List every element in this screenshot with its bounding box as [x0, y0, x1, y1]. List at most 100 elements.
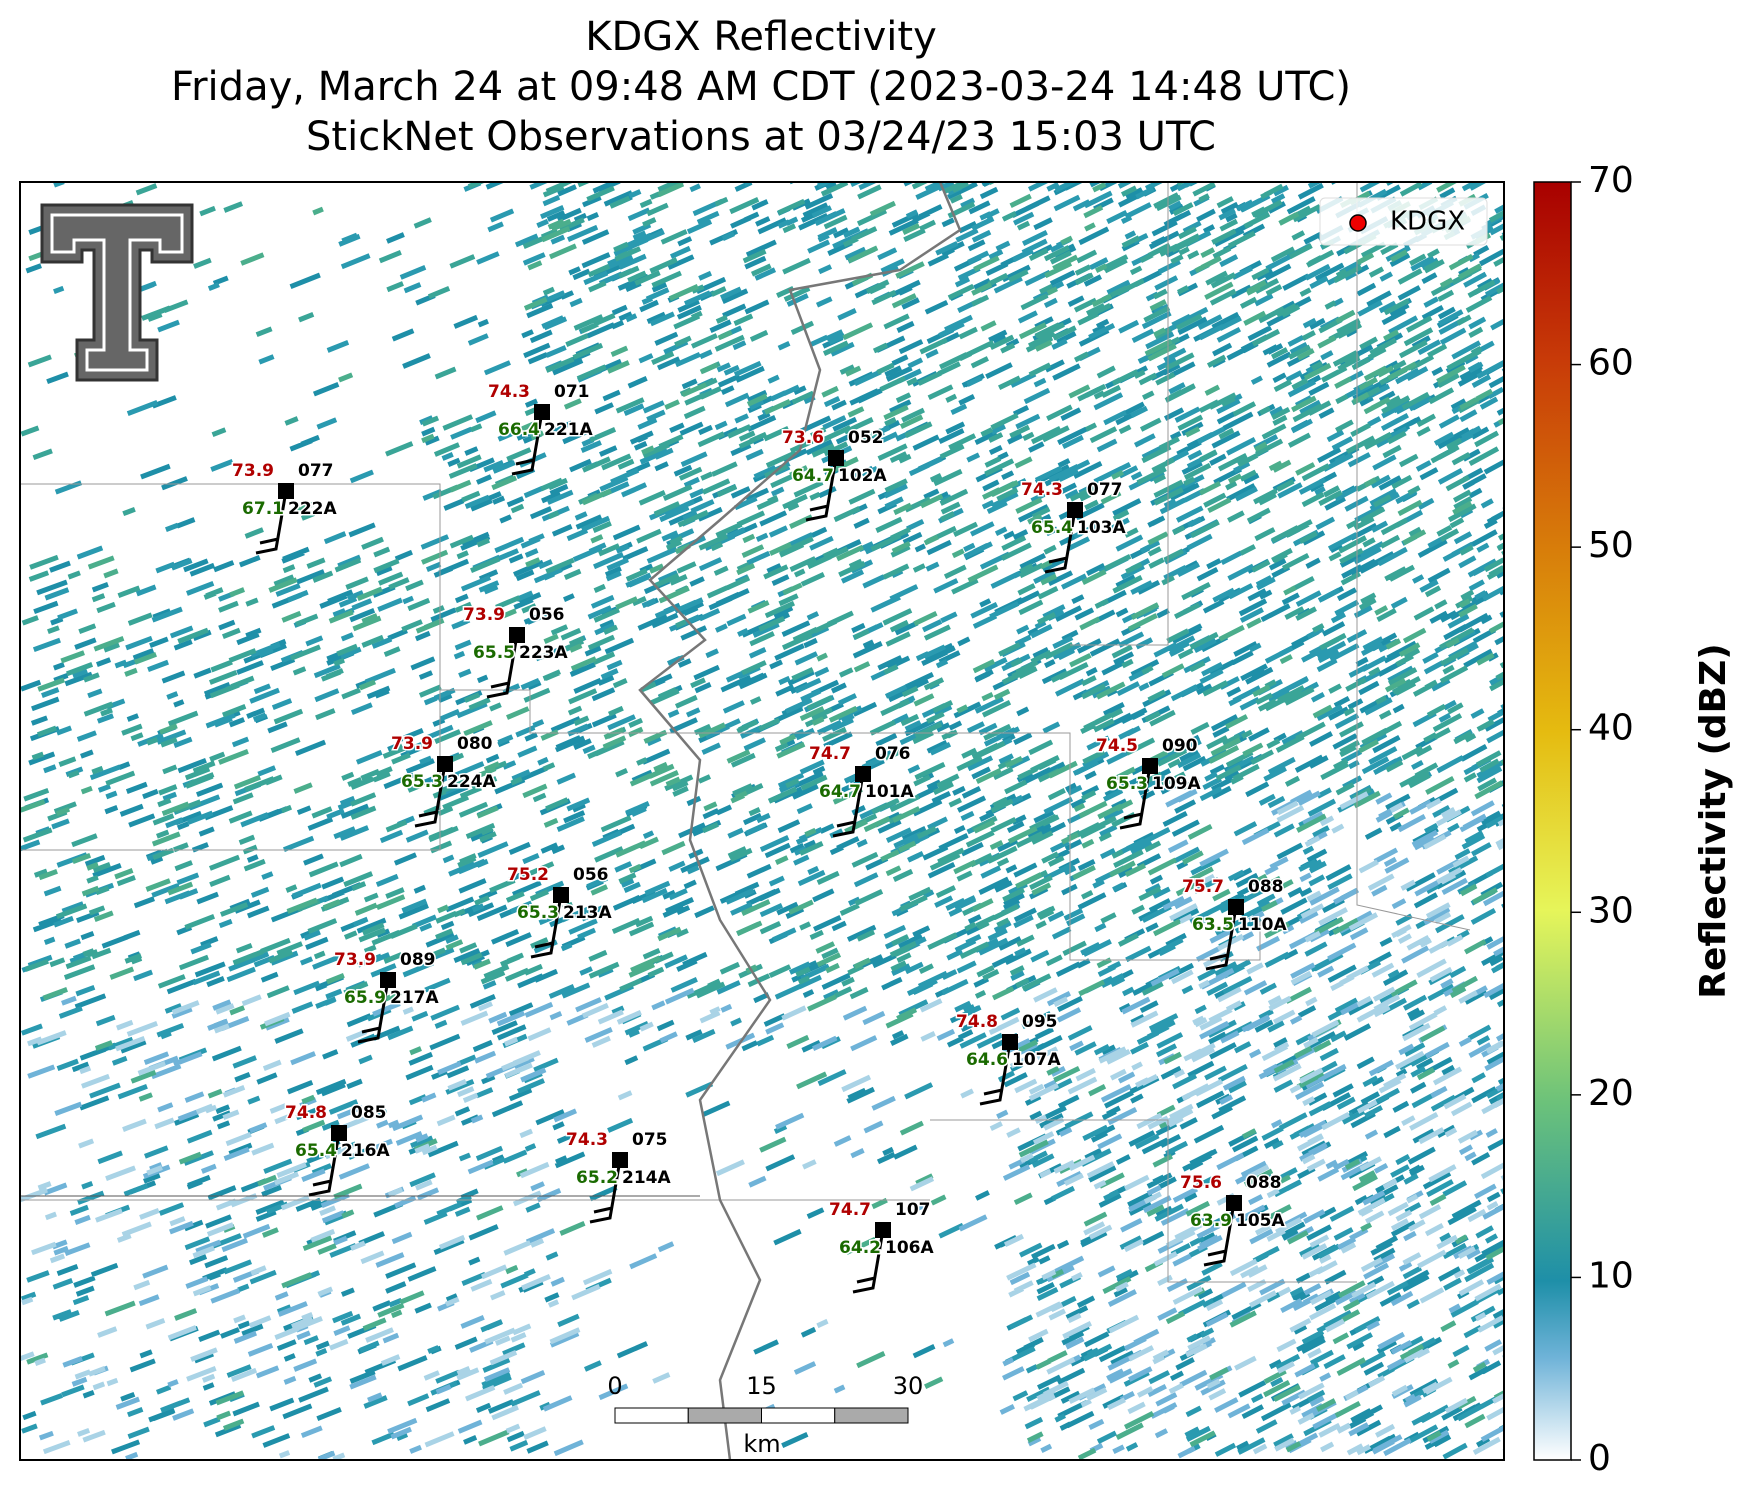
station-value: 088: [1248, 877, 1284, 897]
wind-barb: [1205, 906, 1238, 971]
station-id: 214A: [622, 1168, 671, 1188]
temperature: 73.9: [232, 461, 274, 481]
colorbar-tick-label: 0: [1588, 1438, 1611, 1479]
ttu-logo: [40, 203, 194, 382]
county-line: [1356, 182, 1471, 931]
station-id: 221A: [544, 420, 593, 440]
county-line: [20, 483, 441, 851]
colorbar-tick-label: 30: [1588, 890, 1634, 931]
wind-barb: [852, 1229, 885, 1294]
wind-barb: [511, 411, 544, 476]
station-value: 056: [529, 605, 565, 625]
colorbar-label: Reflectivity (dBZ): [1693, 643, 1734, 998]
county-line: [1070, 182, 1169, 646]
dewpoint: 65.3: [1106, 774, 1148, 794]
wind-barb: [486, 634, 519, 699]
scale-bar-label: 15: [746, 1372, 777, 1400]
map-area: [20, 182, 1504, 1460]
colorbar-tick-label: 50: [1588, 525, 1634, 566]
station-marker: [1067, 502, 1083, 518]
dewpoint: 65.5: [473, 643, 515, 663]
radar-echo: [20, 791, 1504, 1460]
wind-barb: [308, 1132, 341, 1197]
dewpoint: 65.3: [401, 772, 443, 792]
station-marker: [278, 483, 294, 499]
dewpoint: 65.2: [576, 1168, 618, 1188]
colorbar-tick-label: 20: [1588, 1073, 1634, 1114]
station-marker: [1142, 758, 1158, 774]
dewpoint: 64.6: [966, 1050, 1008, 1070]
temperature: 74.8: [285, 1103, 327, 1123]
temperature: 74.8: [956, 1012, 998, 1032]
map-frame: [19, 181, 1505, 1461]
station-value: 077: [298, 461, 334, 481]
wind-barb: [414, 763, 447, 828]
scale-bar-label: 0: [607, 1372, 622, 1400]
station: 75.7 088 63.5 110A: [1181, 876, 1289, 971]
station-id: 103A: [1077, 518, 1126, 538]
station-marker: [509, 627, 525, 643]
wind-barb: [1044, 509, 1077, 574]
temperature: 74.7: [809, 744, 851, 764]
temperature: 74.5: [1096, 736, 1138, 756]
dewpoint: 63.9: [1190, 1211, 1232, 1231]
station-value: 107: [895, 1200, 931, 1220]
temperature: 74.7: [829, 1200, 871, 1220]
station: 74.7 076 64.7 101A: [808, 743, 916, 838]
station-value: 095: [1022, 1012, 1058, 1032]
dewpoint: 64.7: [819, 782, 861, 802]
station: 74.5 090 65.3 109A: [1095, 735, 1203, 830]
station-id: 109A: [1152, 774, 1201, 794]
dewpoint: 64.2: [839, 1238, 881, 1258]
temperature: 74.3: [566, 1130, 608, 1150]
legend-marker: [1349, 214, 1367, 232]
station-value: 085: [351, 1103, 387, 1123]
station: 74.3 075 65.2 214A: [565, 1129, 673, 1224]
station-marker: [855, 766, 871, 782]
dewpoint: 65.4: [295, 1141, 337, 1161]
wind-barb: [530, 894, 563, 959]
scale-bar-unit: km: [743, 1430, 780, 1458]
dewpoint: 63.5: [1192, 915, 1234, 935]
station-id: 102A: [838, 466, 887, 486]
station: 74.8 085 65.4 216A: [284, 1102, 392, 1197]
station: 73.9 089 65.9 217A: [333, 949, 441, 1044]
legend-label: KDGX: [1390, 207, 1465, 237]
wind-barb: [979, 1041, 1012, 1106]
subtitle: Friday, March 24 at 09:48 AM CDT (2023-0…: [171, 64, 1351, 110]
radar-echo: [20, 182, 1504, 1460]
station-value: 077: [1087, 480, 1123, 500]
scale-bar-segment: [687, 1407, 762, 1424]
station-marker: [380, 972, 396, 988]
station-id: 213A: [563, 903, 612, 923]
subtitle: StickNet Observations at 03/24/23 15:03 …: [306, 114, 1216, 160]
wind-barb: [805, 457, 838, 522]
radar-echo: [20, 182, 1504, 1000]
dewpoint: 64.7: [792, 466, 834, 486]
station-marker: [331, 1125, 347, 1141]
legend: [1319, 197, 1488, 246]
station-value: 080: [457, 734, 493, 754]
colorbar-tick-label: 10: [1588, 1255, 1634, 1296]
colorbar-tick-label: 60: [1588, 343, 1634, 384]
station-id: 222A: [288, 499, 337, 519]
dewpoint: 65.3: [517, 903, 559, 923]
station-id: 110A: [1238, 915, 1287, 935]
county-line: [930, 1119, 1357, 1283]
station-marker: [534, 404, 550, 420]
temperature: 74.3: [488, 382, 530, 402]
station: 73.9 056 65.5 223A: [462, 604, 570, 699]
station-id: 105A: [1236, 1211, 1285, 1231]
temperature: 73.9: [391, 734, 433, 754]
station-value: 052: [848, 428, 884, 448]
station: 74.3 077 65.4 103A: [1020, 479, 1128, 574]
station-value: 075: [632, 1130, 668, 1150]
station-value: 071: [554, 382, 590, 402]
scale-bar-segment: [834, 1407, 909, 1424]
temperature: 74.3: [1021, 480, 1063, 500]
wind-barb: [832, 773, 865, 838]
station: 74.8 095 64.6 107A: [955, 1011, 1063, 1106]
station-value: 056: [573, 865, 609, 885]
temperature: 75.7: [1182, 877, 1224, 897]
